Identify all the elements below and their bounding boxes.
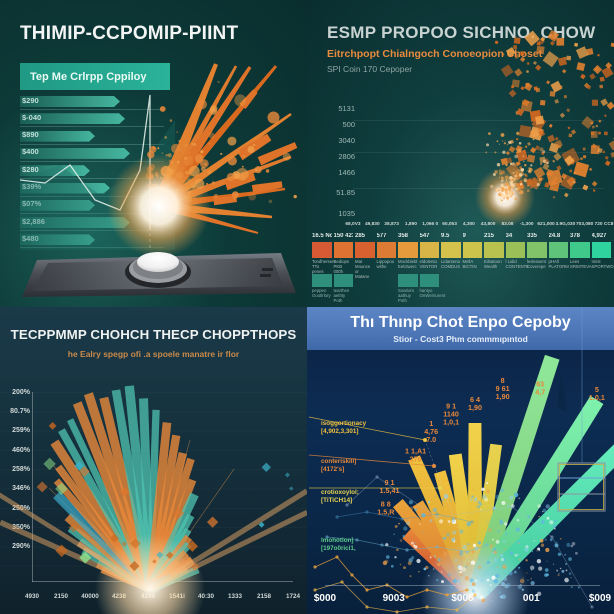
- svg-text:1.5,R: 1.5,R: [377, 508, 395, 517]
- svg-text:4,7: 4,7: [535, 387, 545, 396]
- svg-text:1,90: 1,90: [496, 392, 510, 401]
- svg-text:7.0: 7.0: [426, 435, 436, 444]
- svg-text:276: 276: [410, 455, 422, 464]
- svg-text:1,90: 1,90: [468, 403, 482, 412]
- svg-text:1,0,1: 1,0,1: [443, 418, 459, 427]
- svg-text:1.5,41: 1.5,41: [380, 486, 400, 495]
- svg-text:1.0,1: 1.0,1: [589, 393, 605, 402]
